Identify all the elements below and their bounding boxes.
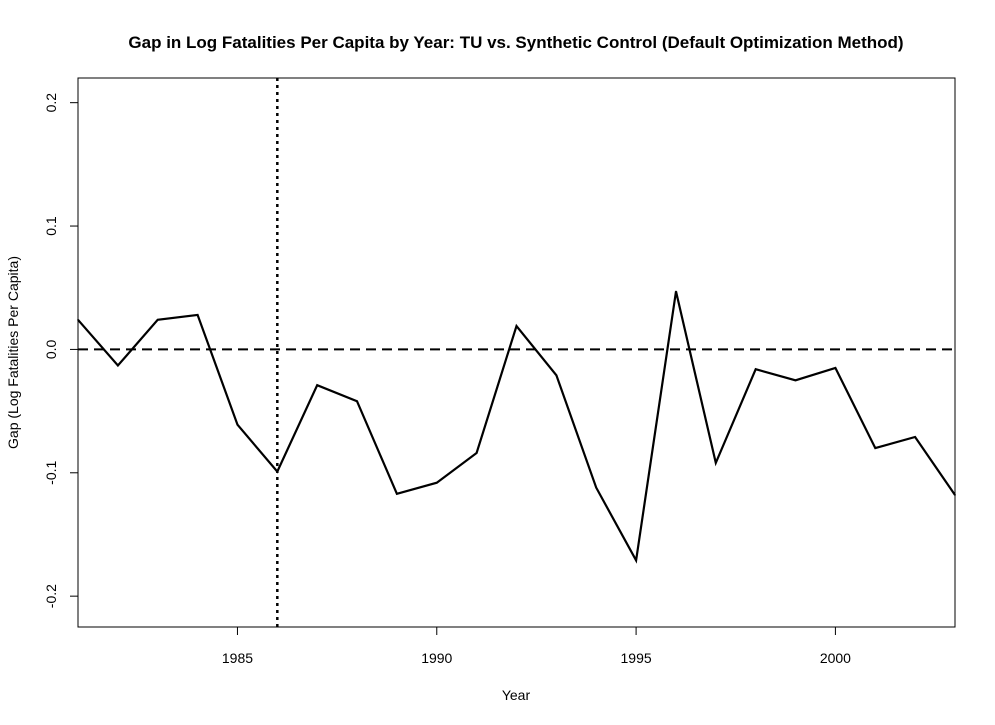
data-point [77,319,79,321]
data-point [914,436,916,438]
data-point [356,400,358,403]
y-tick-label: -0.2 [43,584,59,608]
chart-title: Gap in Log Fatalities Per Capita by Year… [128,33,903,52]
data-point [954,494,956,496]
y-tick-label: 0.1 [43,216,59,236]
data-point [236,423,239,426]
series-group [77,290,956,564]
y-axis-label: Gap (Log Fatalities Per Capita) [5,256,21,449]
data-point [475,452,478,454]
x-axis: 1985 1990 1995 2000 [222,627,851,666]
plot-area-frame [77,77,956,628]
x-axis-label: Year [502,687,531,703]
x-tick-label: 1995 [621,650,652,666]
data-point [675,290,677,293]
x-tick-label: 1985 [222,650,253,666]
data-point [396,492,398,495]
data-point [794,379,797,382]
y-tick-label: 0.0 [43,339,59,359]
data-point [635,559,637,562]
data-point [754,368,757,370]
data-point [834,367,837,369]
x-tick-label: 1990 [421,650,452,666]
data-point [555,374,558,377]
y-axis: -0.2 -0.1 0.0 0.1 0.2 [43,93,78,608]
y-tick-label: 0.2 [43,93,59,113]
data-point [715,462,717,464]
data-point [435,481,438,484]
data-point [196,314,199,316]
x-tick-label: 2000 [820,650,851,666]
gap-series-line [77,291,956,564]
data-point [595,486,598,489]
data-point [515,325,518,327]
data-point [316,384,318,386]
data-point [276,470,279,473]
y-tick-label: -0.1 [43,461,59,485]
data-point [156,319,159,321]
data-point [117,364,119,367]
data-point [874,447,877,449]
